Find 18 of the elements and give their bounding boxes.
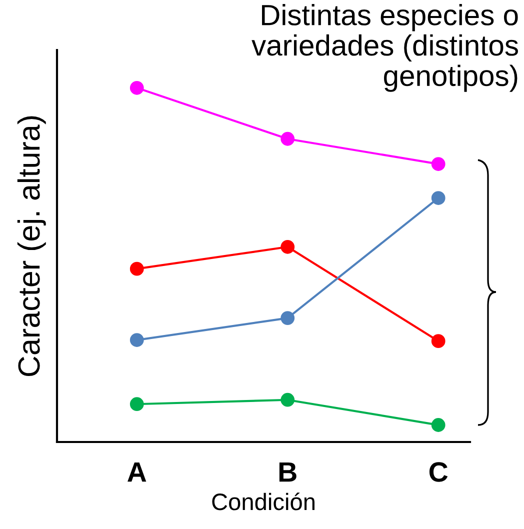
- point: [130, 80, 144, 95]
- point: [130, 262, 144, 276]
- point: [280, 240, 295, 254]
- x-tick-label: A: [128, 462, 146, 482]
- point: [431, 334, 446, 348]
- point: [431, 191, 446, 205]
- point: [431, 418, 446, 432]
- point: [130, 397, 144, 412]
- point: [130, 333, 144, 347]
- point: [280, 132, 295, 146]
- y-axis-title: Caracter (ej. altura): [17, 116, 46, 376]
- annotation: Distintas especies o variedades (distintos genotipos): [252, 4, 518, 92]
- x-axis-title: Condición: [212, 492, 314, 510]
- point: [431, 157, 446, 171]
- point: [280, 392, 295, 407]
- point: [280, 311, 295, 326]
- x-tick-label: C: [429, 462, 448, 482]
- x-tick-label: B: [279, 462, 296, 482]
